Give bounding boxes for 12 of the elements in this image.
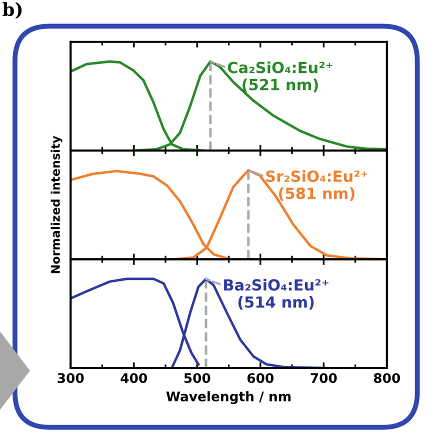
annotation: Ba₂SiO₄:Eu²⁺ (514 nm) — [224, 278, 328, 310]
annotation: Sr₂SiO₄:Eu²⁺ (581 nm) — [266, 170, 368, 201]
x-axis-title: Wavelength / nm — [166, 391, 291, 404]
x-tick-label: 700 — [310, 373, 337, 384]
x-tick-label: 400 — [120, 373, 148, 384]
x-tick-label: 600 — [247, 373, 274, 384]
annotation: Ca₂SiO₄:Eu²⁺ (521 nm) — [228, 61, 332, 92]
y-axis-title: Normalized intensity — [50, 136, 62, 274]
x-tick-label: 800 — [374, 373, 400, 384]
x-tick-label: 500 — [184, 373, 210, 384]
text: b) — [2, 2, 22, 19]
x-tick-label: 300 — [58, 373, 84, 384]
